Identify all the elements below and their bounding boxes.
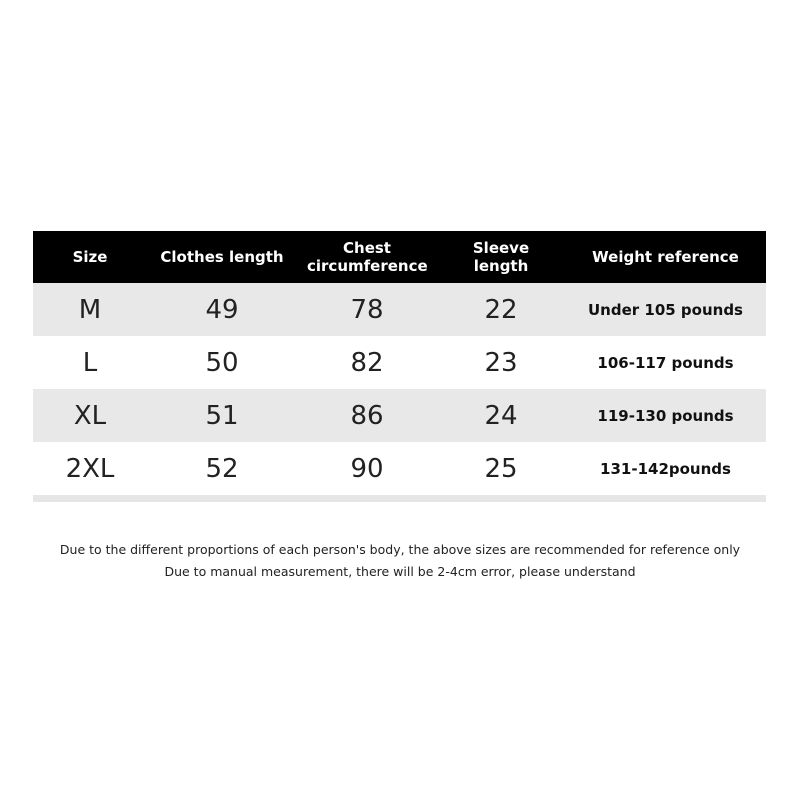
table-cell: 50 [205, 347, 239, 378]
header-cell: Size [33, 248, 147, 266]
header-row: Size Clothes length Chest circumference Sle… [33, 231, 766, 283]
table-cell: M [78, 294, 102, 325]
table-cell: 82 [350, 347, 384, 378]
header-cell: Weight reference [565, 248, 766, 266]
table-cell: 2XL [65, 453, 115, 484]
table-cell: 51 [205, 400, 239, 431]
note: Due to manual measurement, there will be… [164, 564, 636, 579]
header-text: Weight reference [592, 248, 739, 266]
table-cell: 52 [205, 453, 239, 484]
header-cell: Chest circumference [297, 239, 437, 275]
table-cell: 23 [484, 347, 518, 378]
table-cell: 49 [205, 294, 239, 325]
table-cell: 90 [350, 453, 384, 484]
header-cell: Sleeve length [437, 239, 565, 275]
table-cell: 78 [350, 294, 384, 325]
table-cell: 86 [350, 400, 384, 431]
table-row: 2XL 52 90 25 131-142pounds [33, 442, 766, 495]
table-end-bar [33, 495, 766, 502]
table-row: M 49 78 22 Under 105 pounds [33, 283, 766, 336]
table-cell: 22 [484, 294, 518, 325]
header-cell: Clothes length [147, 248, 297, 266]
table-cell: XL [73, 400, 107, 431]
header-text: Clothes length [160, 248, 284, 266]
table-cell: 119-130 pounds [597, 406, 734, 425]
size-table: Size Clothes length Chest circumference Sle… [33, 231, 766, 502]
table-cell: 25 [484, 453, 518, 484]
table-cell: 24 [484, 400, 518, 431]
header-text: Sleeve length [472, 239, 530, 275]
table-cell: L [82, 347, 98, 378]
header-text: Chest circumference [307, 239, 428, 275]
table-row: XL 51 86 24 119-130 pounds [33, 389, 766, 442]
note: Due to the different proportions of each… [59, 542, 741, 557]
table-cell: Under 105 pounds [588, 300, 743, 319]
table-row: L 50 82 23 106-117 pounds [33, 336, 766, 389]
table-cell: 106-117 pounds [597, 353, 734, 372]
header-text: Size [72, 248, 108, 266]
table-cell: 131-142pounds [600, 459, 731, 478]
